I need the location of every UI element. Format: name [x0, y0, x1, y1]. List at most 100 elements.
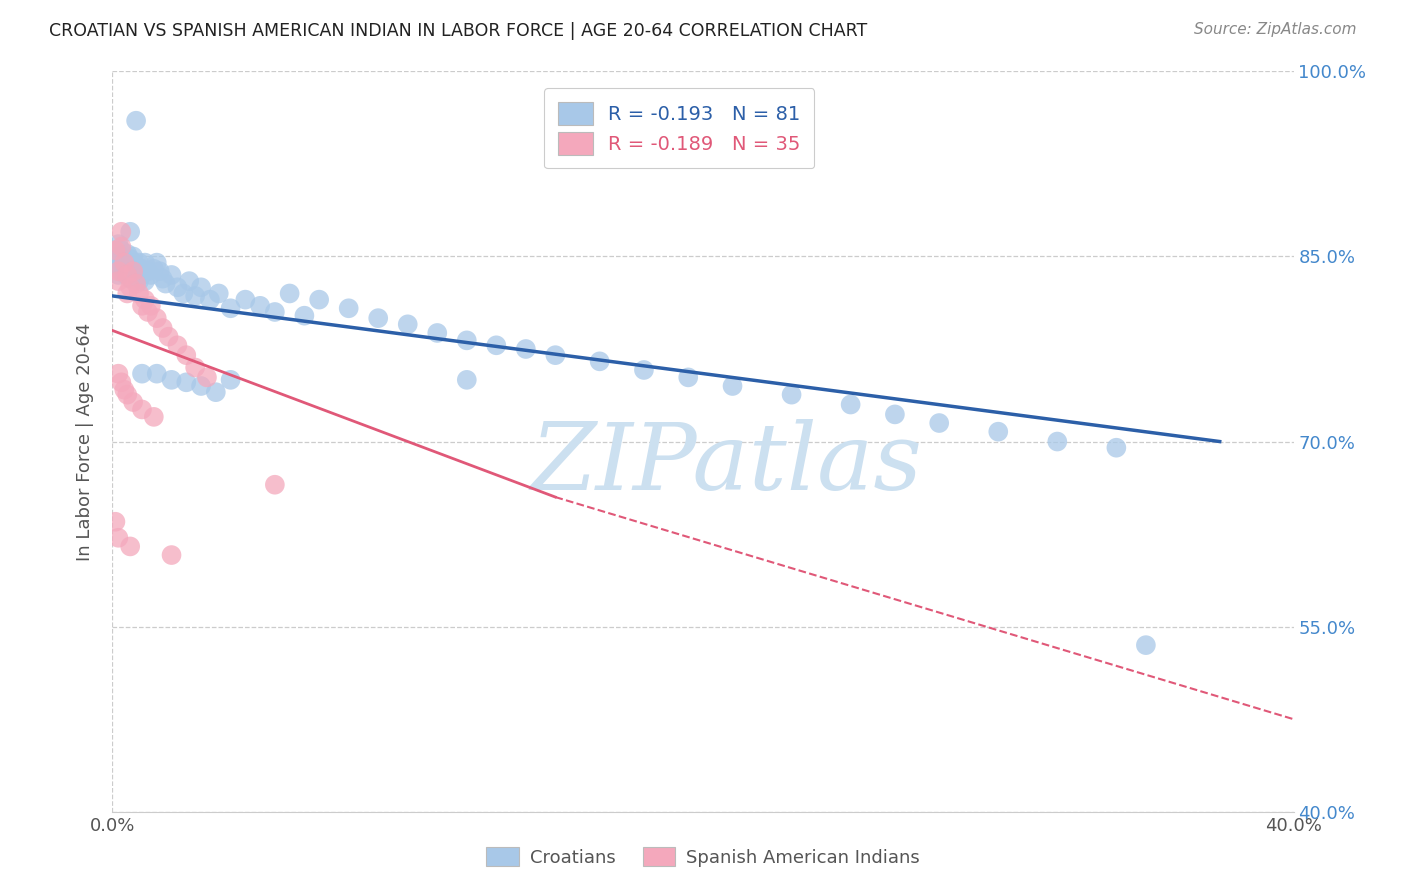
- Point: [104, 255, 127, 269]
- Point: [125, 264, 148, 278]
- Point: [172, 286, 194, 301]
- Point: [107, 237, 129, 252]
- Text: CROATIAN VS SPANISH AMERICAN INDIAN IN LABOR FORCE | AGE 20-64 CORRELATION CHART: CROATIAN VS SPANISH AMERICAN INDIAN IN L…: [49, 22, 868, 40]
- Point: [198, 293, 221, 307]
- Point: [125, 277, 148, 291]
- Point: [112, 383, 135, 397]
- Point: [117, 387, 138, 401]
- Point: [396, 318, 419, 332]
- Point: [131, 367, 153, 381]
- Point: [136, 305, 159, 319]
- Point: [367, 311, 389, 326]
- Point: [190, 280, 212, 294]
- Point: [117, 247, 138, 261]
- Point: [122, 264, 145, 278]
- Point: [780, 387, 803, 401]
- Point: [139, 268, 162, 282]
- Point: [987, 425, 1010, 439]
- Point: [292, 309, 315, 323]
- Text: ZIPatlas: ZIPatlas: [530, 418, 922, 508]
- Point: [112, 252, 135, 266]
- Point: [107, 367, 129, 381]
- Point: [122, 395, 145, 409]
- Point: [195, 370, 218, 384]
- Point: [125, 260, 148, 274]
- Point: [131, 268, 153, 282]
- Point: [544, 348, 567, 362]
- Point: [928, 416, 950, 430]
- Point: [134, 274, 156, 288]
- Point: [110, 225, 132, 239]
- Point: [110, 244, 132, 258]
- Point: [107, 268, 129, 282]
- Point: [219, 373, 242, 387]
- Point: [884, 408, 907, 422]
- Point: [456, 373, 478, 387]
- Point: [678, 370, 700, 384]
- Point: [142, 261, 165, 276]
- Legend: Croatians, Spanish American Indians: Croatians, Spanish American Indians: [479, 840, 927, 874]
- Point: [174, 348, 197, 362]
- Point: [107, 531, 129, 545]
- Point: [160, 373, 183, 387]
- Point: [139, 299, 162, 313]
- Point: [337, 301, 360, 316]
- Point: [278, 286, 301, 301]
- Point: [839, 398, 862, 412]
- Point: [233, 293, 256, 307]
- Point: [107, 274, 129, 288]
- Point: [120, 261, 142, 276]
- Point: [131, 261, 153, 276]
- Point: [112, 255, 135, 269]
- Point: [120, 252, 142, 266]
- Point: [128, 286, 150, 301]
- Point: [1135, 638, 1157, 652]
- Point: [120, 225, 142, 239]
- Point: [456, 334, 478, 348]
- Point: [184, 360, 207, 375]
- Point: [120, 540, 142, 554]
- Y-axis label: In Labor Force | Age 20-64: In Labor Force | Age 20-64: [76, 322, 94, 561]
- Point: [128, 255, 150, 269]
- Point: [179, 274, 201, 288]
- Point: [131, 402, 153, 417]
- Point: [515, 342, 537, 356]
- Point: [146, 311, 169, 326]
- Point: [128, 274, 150, 288]
- Point: [104, 515, 127, 529]
- Point: [184, 289, 207, 303]
- Point: [112, 261, 135, 276]
- Point: [152, 321, 174, 335]
- Point: [174, 376, 197, 390]
- Point: [166, 338, 188, 352]
- Point: [485, 338, 508, 352]
- Point: [219, 301, 242, 316]
- Point: [110, 250, 132, 264]
- Point: [149, 264, 172, 278]
- Point: [1046, 434, 1069, 449]
- Point: [117, 264, 138, 278]
- Point: [117, 268, 138, 282]
- Point: [134, 293, 156, 307]
- Point: [136, 264, 159, 278]
- Point: [633, 363, 655, 377]
- Point: [120, 280, 142, 294]
- Point: [146, 367, 169, 381]
- Point: [117, 286, 138, 301]
- Point: [160, 548, 183, 562]
- Point: [721, 379, 744, 393]
- Point: [107, 264, 129, 278]
- Point: [208, 286, 231, 301]
- Point: [104, 244, 127, 258]
- Point: [160, 268, 183, 282]
- Point: [112, 267, 135, 281]
- Point: [205, 385, 228, 400]
- Point: [142, 409, 165, 424]
- Point: [122, 255, 145, 269]
- Point: [120, 271, 142, 285]
- Point: [125, 113, 148, 128]
- Point: [110, 255, 132, 269]
- Point: [146, 255, 169, 269]
- Point: [117, 258, 138, 272]
- Point: [104, 244, 127, 258]
